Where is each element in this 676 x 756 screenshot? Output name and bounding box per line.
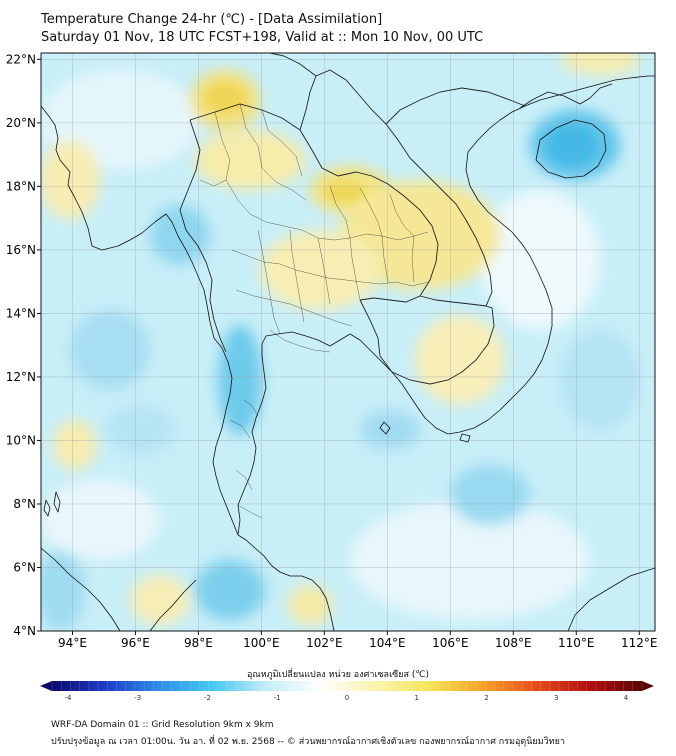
- lon-label: 104°E: [369, 636, 406, 650]
- lon-label: 112°E: [621, 636, 658, 650]
- colorbar-tick-label: 0: [345, 694, 349, 702]
- latitude-ticks: 22°N 20°N 18°N 16°N 14°N 12°N 10°N 8°N 6°N 4°N: [6, 52, 41, 638]
- lat-label: 6°N: [13, 560, 36, 574]
- colorbar-tick-label: 3: [554, 694, 558, 702]
- colorbar-tick-label: 4: [624, 694, 629, 702]
- lon-label: 106°E: [432, 636, 469, 650]
- lat-label: 4°N: [13, 624, 36, 638]
- lat-label: 22°N: [6, 52, 36, 66]
- lon-label: 102°E: [306, 636, 343, 650]
- lat-label: 16°N: [6, 243, 36, 257]
- footer-grid-info: WRF-DA Domain 01 :: Grid Resolution 9km …: [51, 720, 274, 730]
- lat-label: 20°N: [6, 116, 36, 130]
- colorbar-tick-label: -4: [65, 694, 73, 702]
- colorbar-tick-label: -1: [274, 694, 281, 702]
- temperature-field: [41, 53, 655, 631]
- colorbar-tick-label: -3: [134, 694, 141, 702]
- colorbar: -4 -3 -2 -1 0 1 2 3 4: [40, 681, 654, 702]
- colorbar-ticks: -4 -3 -2 -1 0 1 2 3 4: [51, 681, 643, 702]
- graticule: [41, 53, 655, 632]
- colorbar-tick-label: 2: [484, 694, 488, 702]
- colorbar-max-arrow: [642, 681, 654, 691]
- lat-label: 18°N: [6, 179, 36, 193]
- country-borders: [179, 53, 526, 385]
- map-subtitle: Saturday 01 Nov, 18 UTC FCST+198, Valid …: [41, 30, 484, 45]
- lon-label: 110°E: [558, 636, 595, 650]
- footer-credit: ปรับปรุงข้อมูล ณ เวลา 01:00น. วัน อา. ที…: [51, 737, 565, 747]
- lon-label: 100°E: [243, 636, 280, 650]
- colorbar-tick-label: -2: [204, 694, 211, 702]
- lon-label: 108°E: [495, 636, 532, 650]
- lat-label: 12°N: [6, 370, 36, 384]
- map-frame: [40, 52, 656, 632]
- lon-label: 96°E: [121, 636, 150, 650]
- province-borders: [199, 103, 429, 519]
- lat-label: 8°N: [13, 497, 36, 511]
- lat-label: 14°N: [6, 306, 36, 320]
- lon-label: 94°E: [58, 636, 87, 650]
- colorbar-min-arrow: [40, 681, 52, 691]
- lon-label: 98°E: [184, 636, 213, 650]
- colorbar-label: อุณหภูมิเปลี่ยนแปลง หน่วย องศาเซลเซียส (…: [246, 670, 430, 680]
- coastlines: [41, 75, 655, 631]
- longitude-ticks: 94°E 96°E 98°E 100°E 102°E 104°E 106°E 108°E 110…: [58, 631, 658, 650]
- map-title: Temperature Change 24-hr (℃) - [Data Ass…: [41, 12, 383, 27]
- lat-label: 10°N: [6, 433, 36, 447]
- colorbar-tick-label: 1: [415, 694, 419, 702]
